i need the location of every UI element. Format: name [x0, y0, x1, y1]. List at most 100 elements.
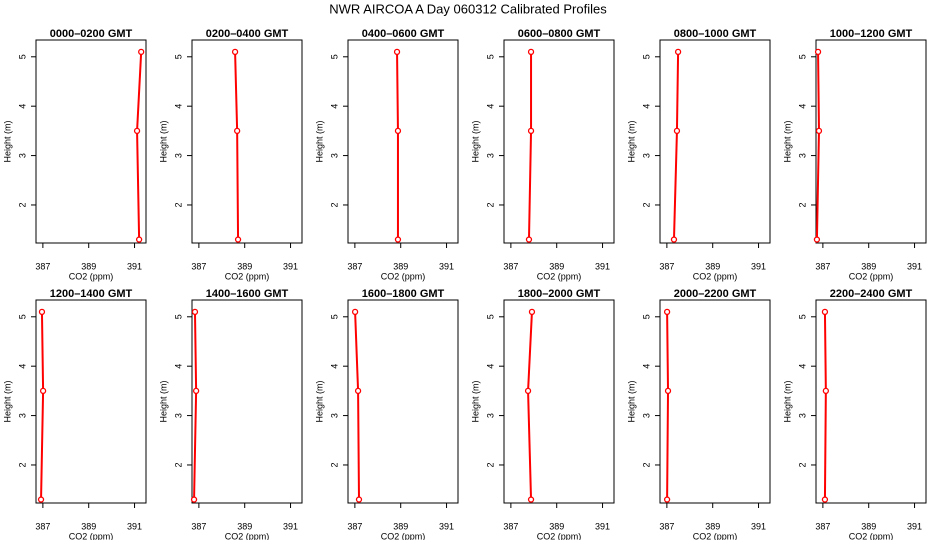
y-tick-label: 3 — [797, 413, 807, 418]
plot-frame — [503, 39, 615, 244]
profile-point — [233, 127, 241, 135]
profile-line — [823, 311, 827, 500]
y-tick-label: 3 — [329, 413, 339, 418]
x-tick-label: 389 — [861, 261, 876, 271]
x-tick-label: 387 — [659, 521, 674, 531]
plot-frame — [35, 299, 147, 504]
profile-line — [666, 311, 670, 500]
y-axis-label: Height (m) — [2, 380, 12, 422]
profile-point — [138, 48, 145, 56]
panel-title: 1800–2000 GMT — [518, 288, 601, 300]
y-tick-label: 2 — [485, 462, 495, 467]
y-tick-label: 2 — [641, 202, 651, 207]
profile-point — [525, 236, 533, 243]
x-tick-label: 391 — [439, 261, 454, 271]
y-tick-label: 5 — [797, 54, 807, 59]
x-tick-label: 391 — [595, 521, 610, 531]
plot-frame — [35, 39, 147, 244]
y-tick-label: 2 — [797, 202, 807, 207]
y-tick-label: 4 — [17, 364, 27, 369]
y-axis-label: Height (m) — [2, 120, 12, 162]
y-tick-label: 5 — [641, 54, 651, 59]
x-tick-label: 387 — [347, 521, 362, 531]
panel-title: 0600–0800 GMT — [518, 28, 601, 40]
profile-point — [528, 308, 536, 316]
profile-point — [355, 496, 363, 503]
x-tick-label: 391 — [439, 521, 454, 531]
profile-point — [663, 308, 671, 316]
plot-frame — [659, 39, 771, 244]
profile-point — [813, 236, 821, 243]
profile-point — [664, 387, 672, 395]
y-tick-label: 3 — [485, 413, 495, 418]
profile-point — [663, 496, 671, 503]
y-tick-label: 5 — [17, 314, 27, 319]
y-tick-label: 4 — [797, 104, 807, 109]
x-tick-label: 389 — [705, 261, 720, 271]
x-tick-label: 387 — [659, 261, 674, 271]
x-tick-label: 389 — [81, 261, 96, 271]
x-tick-label: 391 — [907, 521, 922, 531]
profile-point — [133, 127, 141, 135]
plot-frame — [191, 39, 303, 244]
y-axis-label: Height (m) — [314, 380, 324, 422]
y-tick-label: 2 — [17, 462, 27, 467]
y-tick-label: 5 — [641, 314, 651, 319]
profile-point — [190, 496, 198, 503]
y-tick-label: 5 — [329, 314, 339, 319]
y-tick-label: 2 — [17, 202, 27, 207]
plot-frame — [191, 299, 303, 504]
y-tick-label: 4 — [797, 364, 807, 369]
profile-point — [354, 387, 362, 395]
plot-frame — [815, 39, 927, 244]
y-tick-label: 5 — [329, 54, 339, 59]
y-tick-label: 4 — [329, 364, 339, 369]
profile-point — [524, 387, 532, 395]
profile-point — [37, 496, 45, 503]
profile-line — [234, 51, 240, 240]
y-tick-label: 4 — [641, 364, 651, 369]
x-axis-label: CO2 (ppm) — [693, 531, 738, 540]
profile-point — [38, 308, 46, 316]
y-tick-label: 4 — [641, 104, 651, 109]
profile-point — [191, 308, 199, 316]
profile-point — [674, 48, 682, 56]
x-axis-label: CO2 (ppm) — [69, 531, 114, 540]
x-tick-label: 389 — [237, 261, 252, 271]
y-axis-label: Height (m) — [470, 380, 480, 422]
x-axis-label: CO2 (ppm) — [381, 531, 426, 540]
y-axis-label: Height (m) — [782, 120, 792, 162]
y-tick-label: 4 — [173, 364, 183, 369]
profile-point — [393, 48, 401, 56]
profile-point — [351, 308, 359, 316]
x-tick-label: 387 — [503, 261, 518, 271]
plot-frame — [347, 39, 459, 244]
y-axis-label: Height (m) — [158, 120, 168, 162]
x-tick-label: 391 — [595, 261, 610, 271]
y-tick-label: 2 — [485, 202, 495, 207]
y-tick-label: 5 — [17, 54, 27, 59]
panel-title: 0000–0200 GMT — [50, 28, 133, 40]
y-tick-label: 2 — [641, 462, 651, 467]
y-tick-label: 3 — [641, 153, 651, 158]
panel-title: 2200–2400 GMT — [830, 288, 913, 300]
y-axis-label: Height (m) — [158, 380, 168, 422]
profile-point — [39, 387, 47, 395]
plot-frame — [503, 299, 615, 504]
panel-title: 0400–0600 GMT — [362, 28, 445, 40]
x-tick-label: 389 — [237, 521, 252, 531]
x-tick-label: 391 — [127, 521, 142, 531]
y-tick-label: 3 — [17, 153, 27, 158]
x-axis-label: CO2 (ppm) — [225, 531, 270, 540]
profile-point — [527, 48, 535, 56]
panel-title: 2000–2200 GMT — [674, 288, 757, 300]
profile-point — [234, 236, 242, 243]
plot-frame — [347, 299, 459, 504]
x-tick-label: 387 — [815, 261, 830, 271]
profile-line — [354, 311, 360, 500]
y-tick-label: 2 — [173, 462, 183, 467]
panel-title: 1000–1200 GMT — [830, 28, 913, 40]
panel-title: 1600–1800 GMT — [362, 288, 445, 300]
profile-line — [136, 51, 143, 240]
x-tick-label: 387 — [815, 521, 830, 531]
